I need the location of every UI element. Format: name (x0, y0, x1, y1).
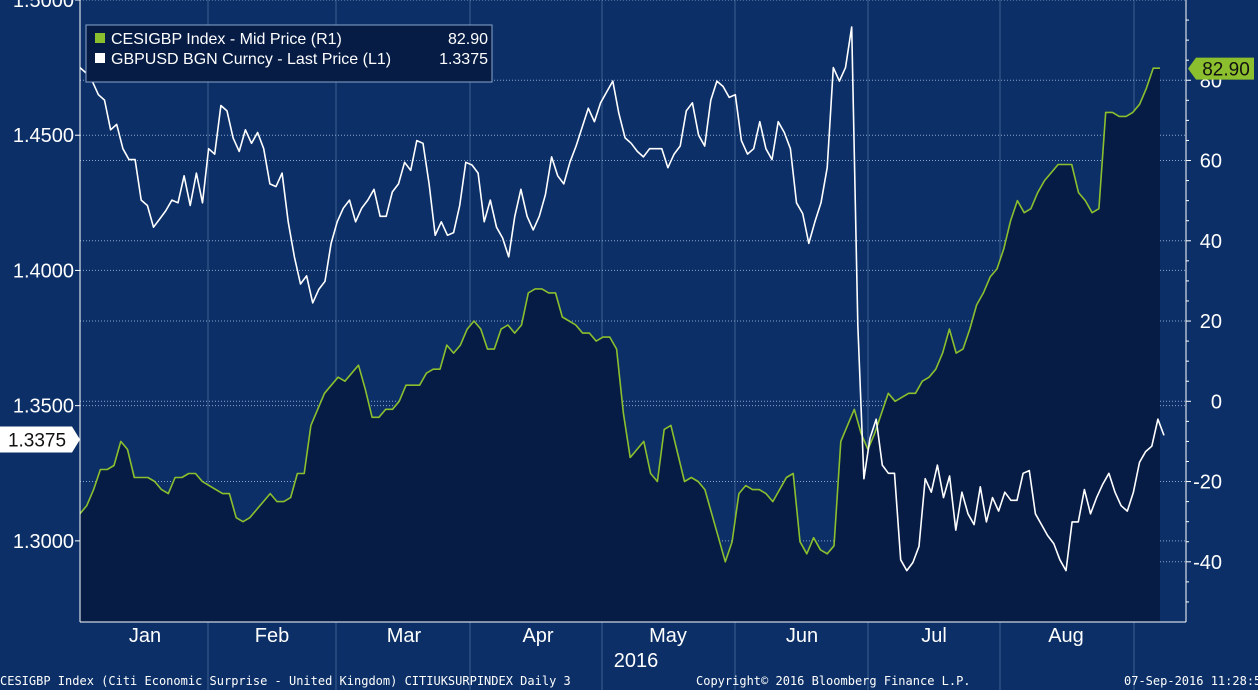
month-label-may: May (649, 625, 687, 647)
right-tick-label-1: -20 (1193, 472, 1222, 494)
legend-value-1: 1.3375 (439, 51, 488, 68)
legend-box (85, 24, 493, 83)
left-last-value-tag (0, 426, 80, 453)
left-tick-label-0: 1.3000 (13, 531, 74, 553)
right-tick-label-5: 60 (1200, 151, 1222, 173)
month-label-jul: Jul (921, 625, 947, 647)
month-label-mar: Mar (387, 625, 422, 647)
left-tick-label-1: 1.3500 (13, 396, 74, 418)
right-tick-label-3: 20 (1200, 311, 1222, 333)
month-label-jan: Jan (129, 625, 161, 647)
footer-copyright: Copyright© 2016 Bloomberg Finance L.P. (696, 674, 971, 688)
gbpusd-line (79, 26, 1165, 572)
left-last-value-text: 1.3375 (8, 430, 66, 451)
cesigbp-area (80, 68, 1160, 622)
month-label-jun: Jun (786, 625, 818, 647)
month-label-feb: Feb (255, 625, 289, 647)
footer-ticker-description: CESIGBP Index (Citi Economic Surprise - … (0, 674, 571, 688)
legend-swatch-0 (95, 33, 105, 43)
legend-swatch-1 (95, 53, 105, 63)
cesigbp-line (79, 67, 1160, 563)
left-tick-label-4: 1.5000 (13, 0, 74, 12)
left-tick-label-3: 1.4500 (13, 125, 74, 147)
right-tick-label-4: 40 (1200, 231, 1222, 253)
footer-timestamp: 07-Sep-2016 11:28:56 (1124, 674, 1258, 688)
legend-label-0: CESIGBP Index - Mid Price (R1) (111, 31, 342, 48)
right-last-value-text: 82.90 (1202, 60, 1250, 81)
legend-value-0: 82.90 (448, 31, 488, 48)
month-label-apr: Apr (522, 625, 553, 647)
month-label-aug: Aug (1048, 625, 1084, 647)
left-tick-label-2: 1.4000 (13, 260, 74, 282)
right-last-value-tag (1188, 57, 1254, 80)
year-label: 2016 (614, 650, 659, 672)
legend-label-1: GBPUSD BGN Curncy - Last Price (L1) (111, 51, 391, 68)
right-tick-label-2: 0 (1211, 391, 1222, 413)
right-tick-label-0: -40 (1193, 552, 1222, 574)
